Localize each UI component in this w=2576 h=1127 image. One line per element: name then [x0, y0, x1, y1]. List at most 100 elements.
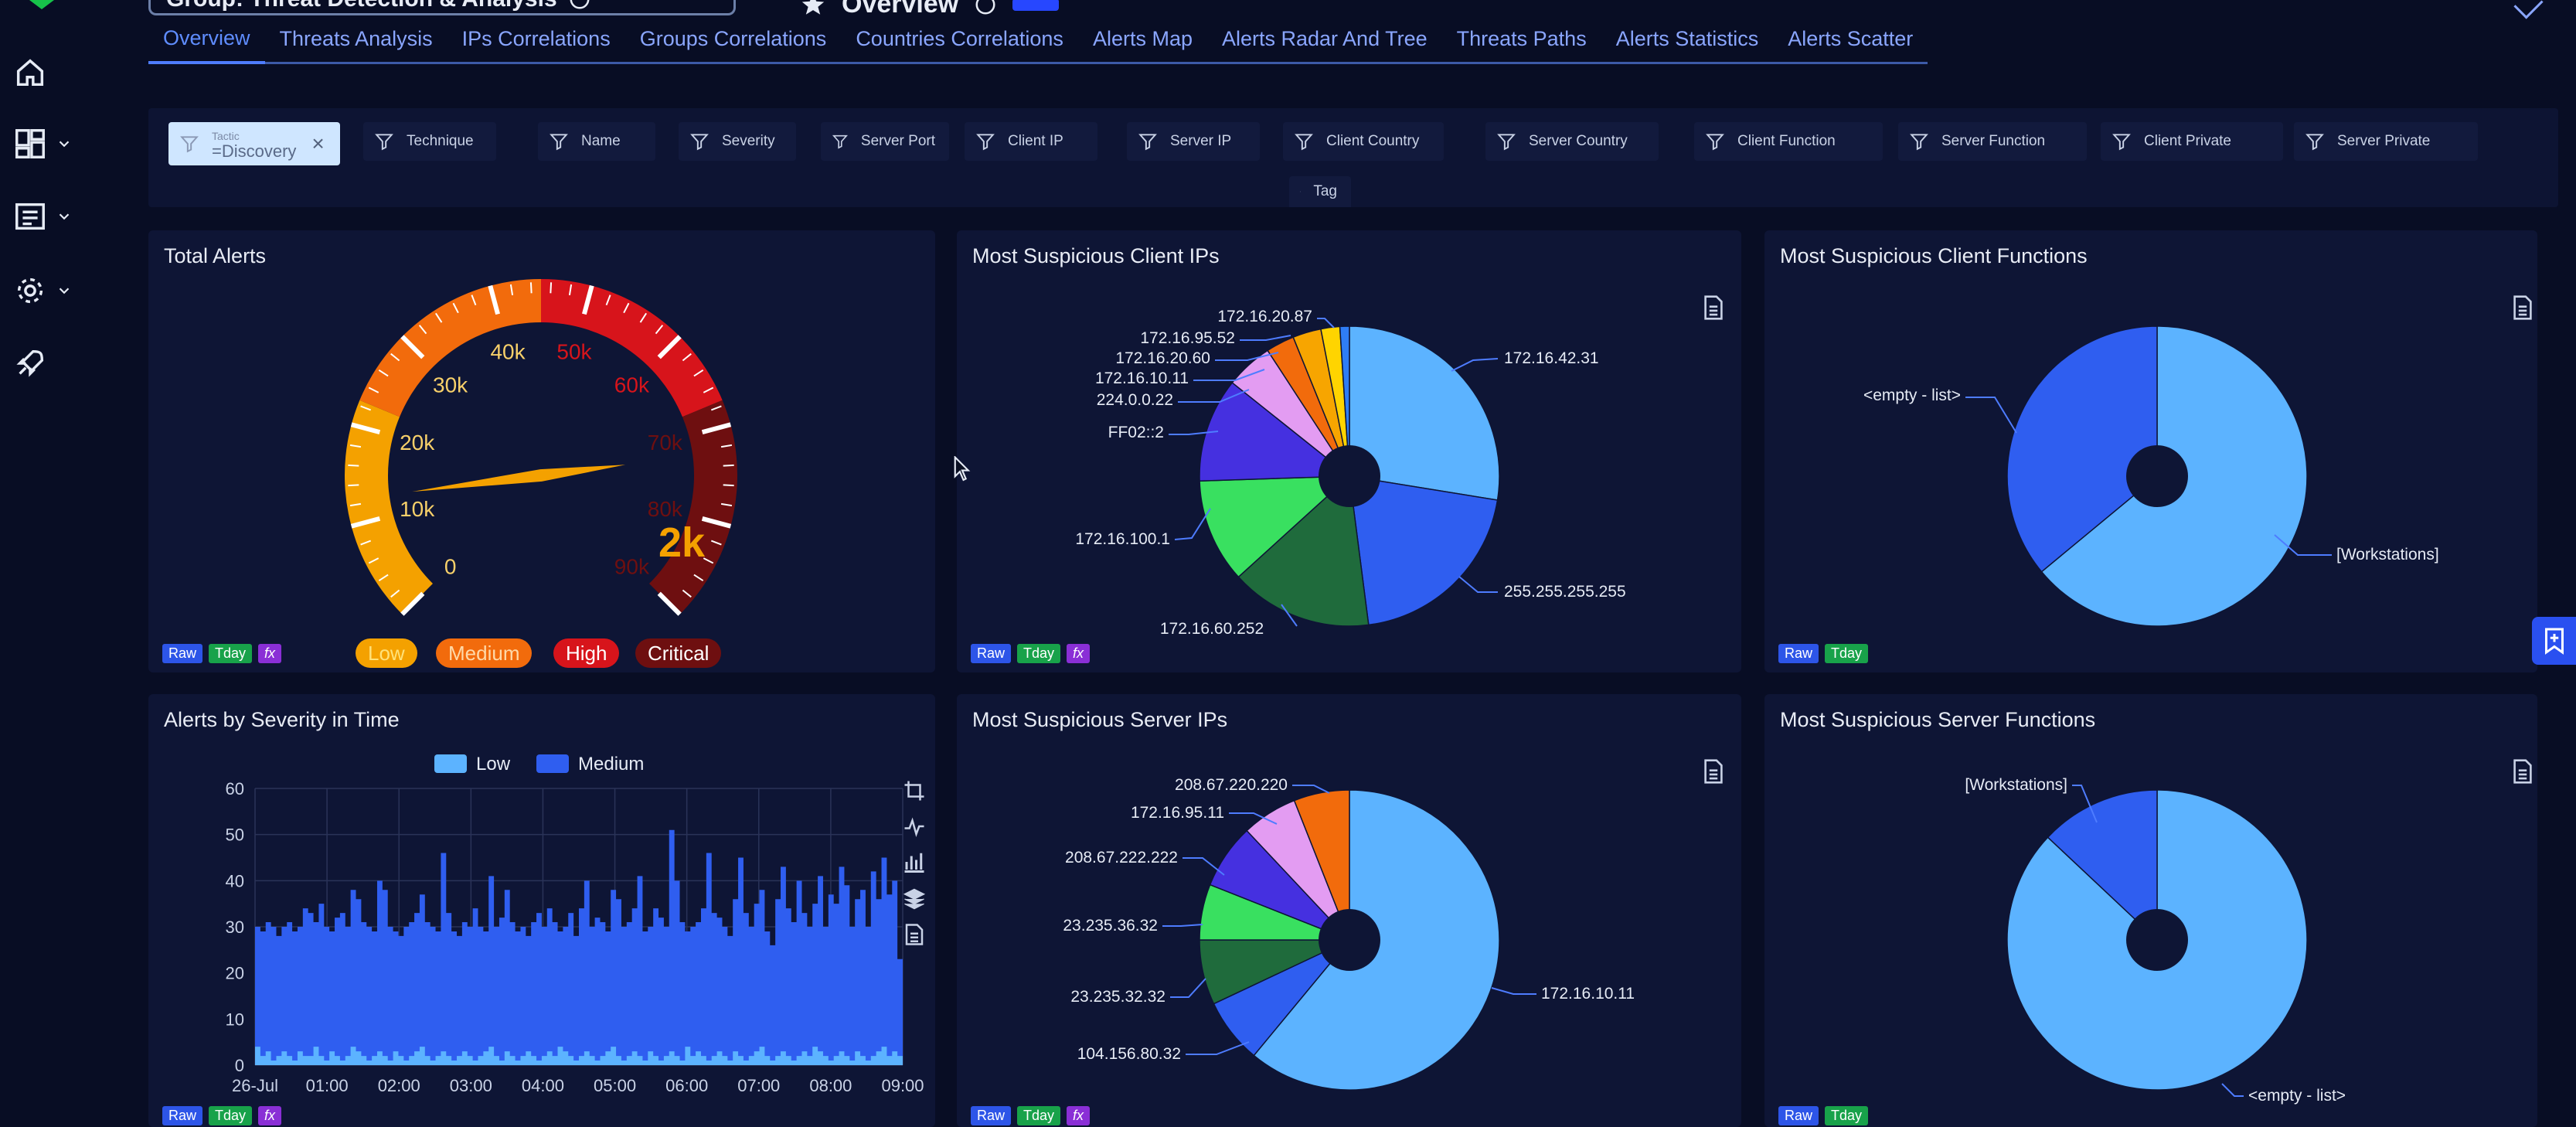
tab-alerts-scatter[interactable]: Alerts Scatter — [1788, 27, 1914, 50]
document-icon[interactable] — [1703, 759, 1724, 784]
y-tick-label: 30 — [226, 918, 244, 937]
pie-slice-172-16-42-31[interactable] — [1349, 325, 1500, 501]
dashboard-tabs: Overview Threats Analysis IPs Correlatio… — [148, 19, 1928, 64]
filter-chip-server-port[interactable]: Server Port — [821, 122, 949, 161]
tab-threats-paths[interactable]: Threats Paths — [1456, 27, 1587, 50]
pie-slice-255-255-255-255[interactable] — [1349, 475, 1499, 626]
gauge-minor-tick — [703, 386, 714, 393]
legend-label-medium[interactable]: Medium — [578, 754, 644, 775]
filter-chip-technique[interactable]: Technique — [363, 122, 496, 161]
filter-chip-server-private[interactable]: Server Private — [2294, 122, 2478, 161]
tday-tag[interactable]: Tday — [1825, 644, 1869, 663]
filter-chip-client-ip[interactable]: Client IP — [965, 122, 1097, 161]
filter-chip-server-country[interactable]: Server Country — [1485, 122, 1659, 161]
tab-overview[interactable]: Overview — [148, 26, 265, 64]
legend-swatch-low[interactable] — [434, 754, 467, 773]
info-icon[interactable] — [568, 0, 591, 11]
pie-slice-172-16-100-1[interactable] — [1199, 475, 1352, 578]
gauge-minor-tick — [348, 464, 359, 467]
crop-icon[interactable] — [903, 779, 926, 802]
gauge-major-tick — [350, 422, 381, 434]
pie-label: 23.235.36.32 — [1063, 917, 1158, 935]
pie-slice-172-16-60-252[interactable] — [1237, 475, 1370, 627]
filter-chip-server-ip[interactable]: Server IP — [1127, 122, 1260, 161]
raw-tag[interactable]: Raw — [971, 1106, 1012, 1125]
filter-chip-name[interactable]: Name — [538, 122, 655, 161]
collapse-header-icon[interactable] — [2513, 0, 2544, 19]
add-bookmark-button[interactable] — [2532, 617, 2576, 665]
y-tick-label: 60 — [226, 779, 244, 798]
tab-threats-analysis[interactable]: Threats Analysis — [279, 27, 433, 50]
pie-slice-172-16-20-87[interactable] — [1339, 325, 1350, 477]
gauge-major-tick — [400, 591, 425, 616]
gauge-minor-tick — [710, 540, 722, 546]
filter-chip-tactic[interactable]: Tactic =Discovery × — [168, 122, 340, 165]
close-icon[interactable]: × — [311, 131, 325, 155]
line-chart-icon[interactable] — [903, 815, 926, 838]
pie-label: 172.16.42.31 — [1504, 349, 1599, 367]
list-icon — [15, 203, 45, 230]
pie-slice-workstations[interactable] — [2047, 789, 2158, 941]
pie-hole — [1319, 909, 1380, 971]
gauge-tick-label: 50k — [556, 340, 592, 364]
raw-tag[interactable]: Raw — [971, 644, 1012, 663]
filter-chip-client-private[interactable]: Client Private — [2101, 122, 2283, 161]
pie-label: 104.156.80.32 — [1077, 1045, 1181, 1063]
filter-chip-label: Client Private — [2144, 133, 2231, 149]
tab-alerts-statistics[interactable]: Alerts Statistics — [1615, 27, 1759, 50]
gauge-minor-tick — [723, 464, 734, 467]
tday-tag[interactable]: Tday — [1017, 644, 1061, 663]
tday-tag[interactable]: Tday — [209, 644, 253, 663]
data-view-icon[interactable] — [903, 923, 926, 946]
tab-alerts-map[interactable]: Alerts Map — [1092, 27, 1193, 50]
sidebar-item-launch[interactable] — [12, 340, 82, 386]
x-tick-label: 26-Jul — [232, 1076, 278, 1095]
fx-tag[interactable]: fx — [258, 1106, 282, 1125]
raw-tag[interactable]: Raw — [162, 644, 203, 663]
tab-countries-correlations[interactable]: Countries Correlations — [856, 27, 1063, 50]
star-icon[interactable] — [800, 0, 826, 18]
pie-label: <empty - list> — [1863, 386, 1961, 404]
gauge-major-tick — [582, 284, 594, 315]
pie-label: 172.16.10.11 — [1095, 369, 1189, 387]
document-icon[interactable] — [1703, 295, 1724, 320]
sidebar-item-dashboards[interactable] — [12, 121, 82, 167]
document-icon[interactable] — [2513, 759, 2533, 784]
tab-ips-correlations[interactable]: IPs Correlations — [461, 27, 611, 50]
legend-label-low[interactable]: Low — [476, 754, 511, 775]
sidebar-item-settings[interactable] — [12, 267, 82, 314]
tday-tag[interactable]: Tday — [1017, 1106, 1061, 1125]
gauge-minor-tick — [655, 325, 664, 335]
pie-slice-empty-list[interactable] — [2006, 325, 2158, 573]
new-badge — [1012, 0, 1060, 11]
filter-chip-client-function[interactable]: Client Function — [1694, 122, 1883, 161]
fx-tag[interactable]: fx — [1067, 1106, 1091, 1125]
pie-slice-ff02-2[interactable] — [1199, 381, 1352, 482]
sidebar-item-reports[interactable] — [12, 193, 82, 240]
tday-tag[interactable]: Tday — [209, 1106, 253, 1125]
pie-label: [Workstations] — [1965, 776, 2067, 794]
tab-alerts-radar-and-tree[interactable]: Alerts Radar And Tree — [1221, 27, 1428, 50]
info-icon[interactable] — [974, 0, 997, 16]
pie-label: 172.16.60.252 — [1160, 620, 1264, 638]
filter-chip-severity[interactable]: Severity — [679, 122, 796, 161]
filter-chip-tag[interactable]: Tag — [1289, 176, 1351, 207]
tab-groups-correlations[interactable]: Groups Correlations — [639, 27, 827, 50]
raw-tag[interactable]: Raw — [1778, 644, 1819, 663]
panel-server-ips: Most Suspicious Server IPs 172.16.10.11 1… — [957, 694, 1741, 1127]
gauge-major-tick — [701, 422, 732, 434]
fx-tag[interactable]: fx — [258, 644, 282, 663]
stack-icon[interactable] — [903, 887, 926, 911]
raw-tag[interactable]: Raw — [1778, 1106, 1819, 1125]
tday-tag[interactable]: Tday — [1825, 1106, 1869, 1125]
filter-chip-client-country[interactable]: Client Country — [1283, 122, 1444, 161]
group-selector[interactable]: Group: Threat Detection & Analysis — [148, 0, 736, 15]
document-icon[interactable] — [2513, 295, 2533, 320]
sidebar-item-home[interactable] — [12, 49, 82, 96]
bar-chart-icon[interactable] — [903, 850, 926, 873]
pie-slice-208-67-220-220[interactable] — [1293, 789, 1350, 941]
fx-tag[interactable]: fx — [1067, 644, 1091, 663]
raw-tag[interactable]: Raw — [162, 1106, 203, 1125]
legend-swatch-medium[interactable] — [536, 754, 569, 773]
filter-chip-server-function[interactable]: Server Function — [1898, 122, 2087, 161]
